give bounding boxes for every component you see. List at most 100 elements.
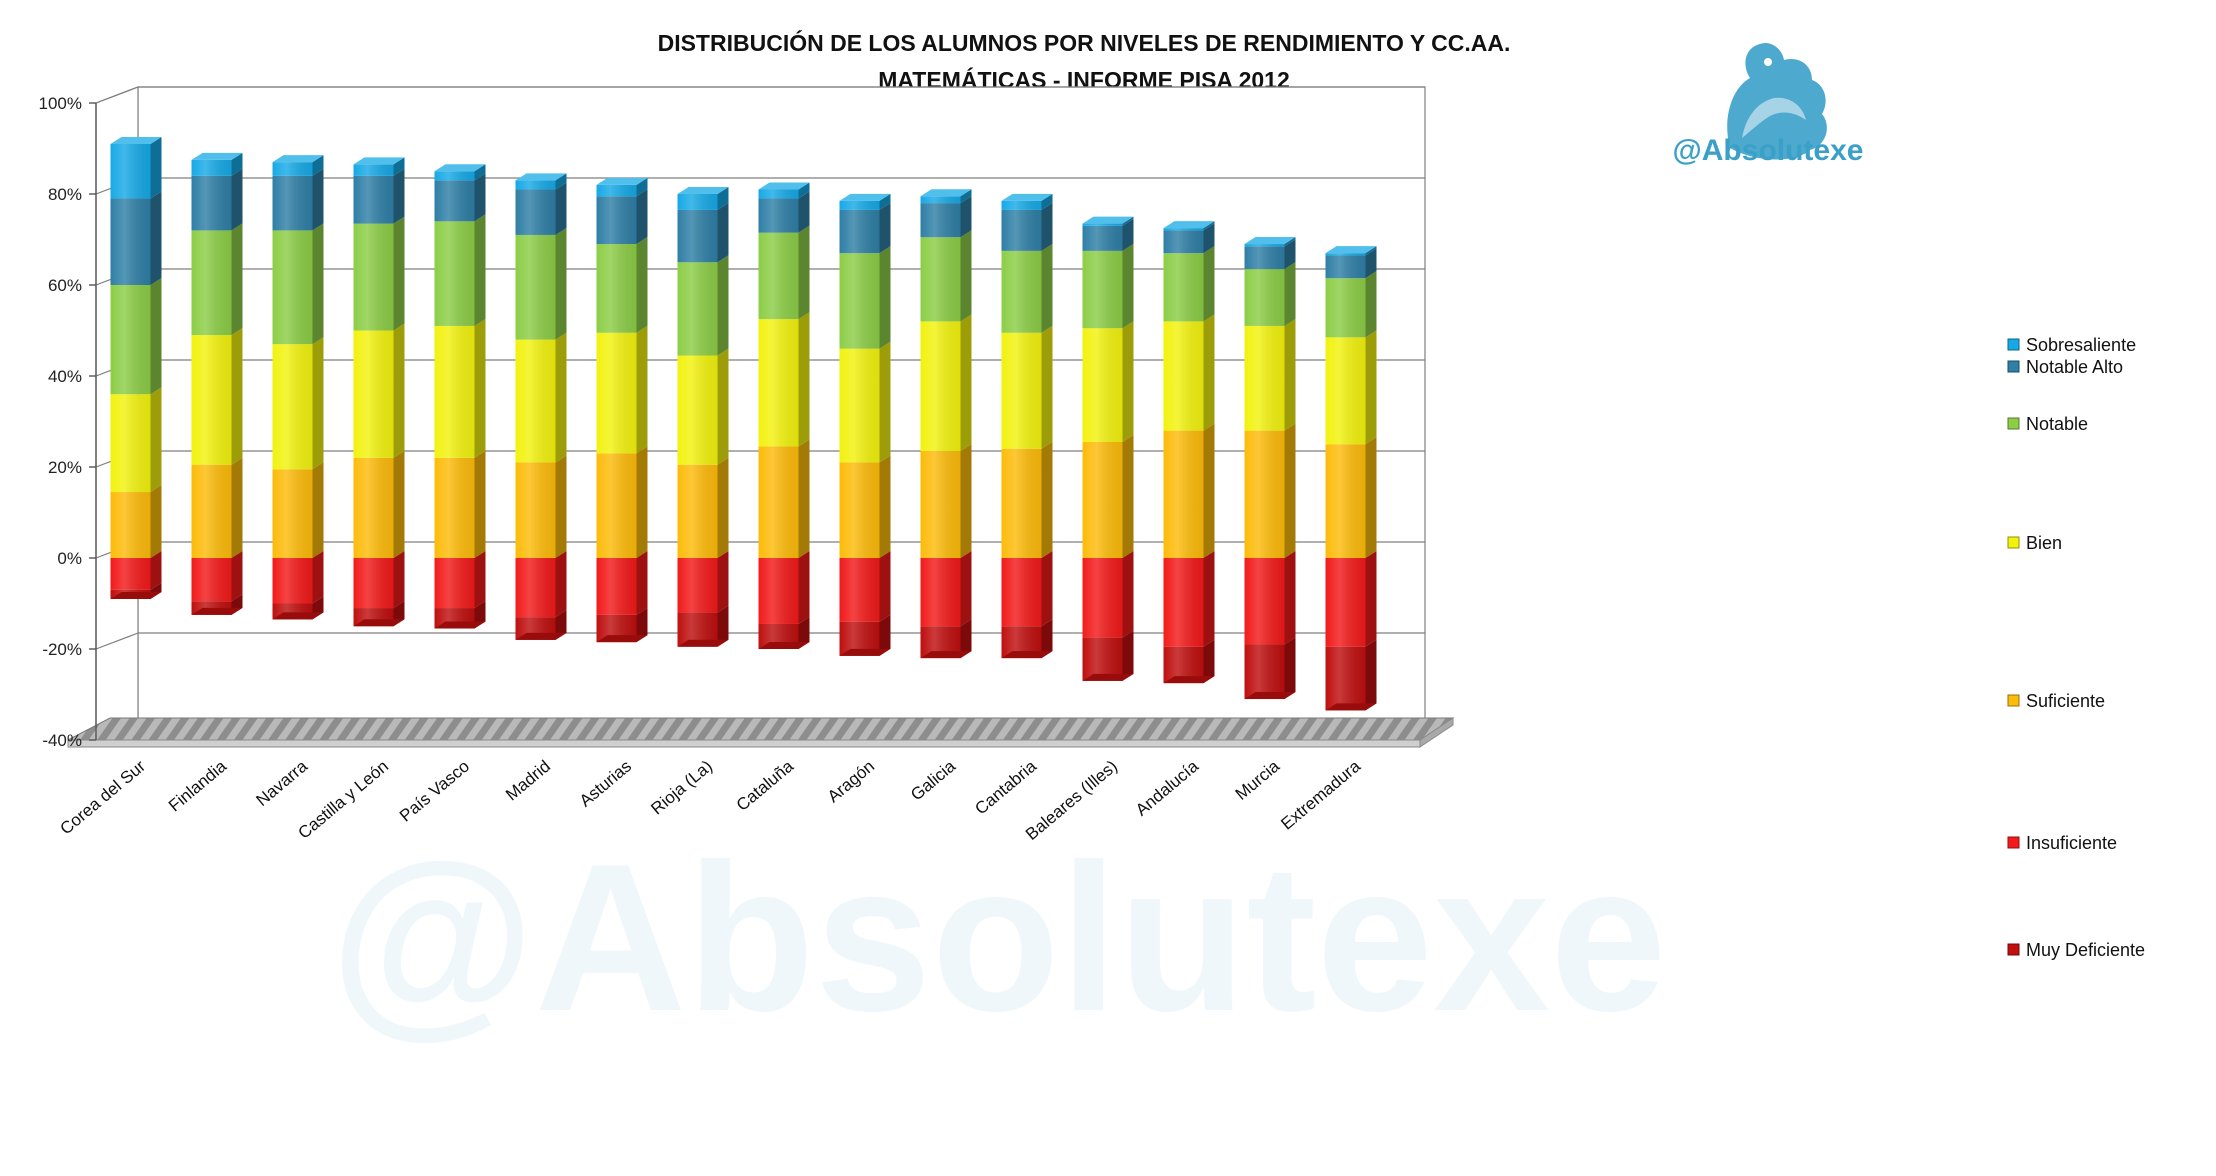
legend-swatch — [2007, 943, 2020, 956]
category-label: Rioja (La) — [647, 757, 716, 819]
bar-segment-muy-deficiente — [1325, 639, 1377, 711]
bar-segment-notable — [353, 216, 405, 331]
y-tick-label: -40% — [42, 731, 82, 750]
bar-segment-insuficiente — [1244, 551, 1296, 645]
y-tick-label: 20% — [48, 458, 82, 477]
bar-segment-muy-deficiente — [1244, 637, 1296, 700]
y-tick-label: 40% — [48, 367, 82, 386]
legend-label: Muy Deficiente — [2026, 940, 2145, 960]
category-label: País Vasco — [396, 757, 473, 826]
bar-segment-insuficiente — [1001, 551, 1053, 627]
bar-bottom-face — [677, 639, 729, 647]
category-label: Galicia — [907, 756, 959, 804]
bar-segment-insuficiente — [839, 551, 891, 622]
bar-segment-notable — [758, 225, 810, 320]
chart-floor-side — [1419, 717, 1454, 748]
bar-segment-notable — [1325, 271, 1377, 338]
bar-segment-suficiente — [596, 446, 648, 558]
legend-item: Bien — [2007, 533, 2062, 553]
bar-segment-suficiente — [920, 444, 972, 558]
category-label: Cantabria — [971, 756, 1040, 818]
category-label: Aragón — [824, 757, 878, 807]
bar-segment-sobresaliente — [110, 136, 162, 199]
bar-segment-notable — [1163, 246, 1215, 322]
legend-label: Notable Alto — [2026, 357, 2123, 377]
legend-label: Insuficiente — [2026, 833, 2117, 853]
bar-bottom-face — [839, 648, 891, 656]
bar-segment-sobresaliente — [596, 177, 648, 197]
bar-segment-bien — [1001, 325, 1053, 449]
bar-top-face — [839, 193, 891, 201]
chart-floor-edge — [67, 739, 1421, 748]
bar-segment-notable-alto — [1001, 202, 1053, 251]
bar-segment-notable — [272, 223, 324, 345]
bar-bottom-face — [596, 635, 648, 643]
category-label: Murcia — [1232, 756, 1284, 804]
bar-segment-sobresaliente — [434, 164, 486, 181]
bar-segment-bien — [191, 328, 243, 465]
bar-segment-notable-alto — [515, 182, 567, 235]
bar-segment-insuficiente — [596, 551, 648, 615]
category-label: Asturias — [576, 757, 635, 811]
bar-segment-sobresaliente — [677, 187, 729, 210]
category-label: Finlandia — [165, 756, 230, 815]
bar-segment-sobresaliente — [920, 189, 972, 204]
legend-swatch — [2007, 417, 2020, 430]
legend-swatch — [2007, 360, 2020, 373]
bar-segment-notable-alto — [1244, 239, 1296, 270]
bar-segment-notable — [1244, 262, 1296, 326]
bar-segment-sobresaliente — [515, 173, 567, 190]
bar-segment-notable — [596, 237, 648, 333]
bar-segment-notable-alto — [920, 196, 972, 238]
bar-segment-sobresaliente — [1163, 221, 1215, 231]
legend-swatch — [2007, 338, 2020, 351]
bar-segment-suficiente — [191, 457, 243, 558]
watermark-handle: @Absolutexe — [1673, 134, 1864, 167]
chart-floor — [67, 717, 1455, 741]
bar-segment-notable-alto — [758, 191, 810, 233]
bar-segment-suficiente — [1325, 437, 1377, 558]
bar-segment-notable-alto — [677, 202, 729, 263]
legend-item: Suficiente — [2007, 691, 2105, 711]
gridline-side — [95, 632, 139, 650]
bar-top-face — [1082, 216, 1134, 224]
bar-bottom-face — [110, 591, 162, 599]
bar-segment-insuficiente — [1325, 551, 1377, 647]
bar-segment-insuficiente — [758, 551, 810, 624]
bar-segment-suficiente — [1082, 434, 1134, 558]
category-label: Madrid — [502, 757, 554, 805]
bars-layer — [110, 136, 1377, 711]
bar-segment-notable-alto — [191, 168, 243, 231]
bar-bottom-face — [191, 607, 243, 615]
bar-top-face — [110, 136, 162, 144]
bar-segment-suficiente — [272, 462, 324, 558]
legend-label: Suficiente — [2026, 691, 2105, 711]
bar-bottom-face — [1082, 673, 1134, 681]
bar-segment-suficiente — [515, 455, 567, 558]
bar-segment-notable — [434, 214, 486, 326]
legend-item: Notable — [2007, 414, 2088, 434]
category-label: Corea del Sur — [57, 756, 150, 838]
bar-segment-bien — [758, 312, 810, 447]
bar-top-face — [191, 152, 243, 160]
bar-segment-insuficiente — [191, 551, 243, 602]
bar-segment-insuficiente — [677, 551, 729, 613]
bar-segment-bien — [1244, 318, 1296, 431]
bar-segment-notable-alto — [110, 191, 162, 285]
legend-item: Sobresaliente — [2007, 335, 2136, 355]
griffin-icon — [1727, 42, 1827, 160]
bar-top-face — [1001, 193, 1053, 201]
bar-top-face — [434, 164, 486, 172]
bar-segment-bien — [1082, 321, 1134, 442]
bar-segment-notable-alto — [272, 168, 324, 231]
legend-swatch — [2007, 836, 2020, 849]
bar-segment-notable-alto — [353, 168, 405, 224]
legend-item: Insuficiente — [2007, 833, 2117, 853]
bar-top-face — [1163, 221, 1215, 229]
bar-segment-bien — [515, 332, 567, 463]
bar-segment-insuficiente — [434, 551, 486, 609]
bar-segment-suficiente — [110, 485, 162, 558]
bar-segment-bien — [434, 318, 486, 458]
